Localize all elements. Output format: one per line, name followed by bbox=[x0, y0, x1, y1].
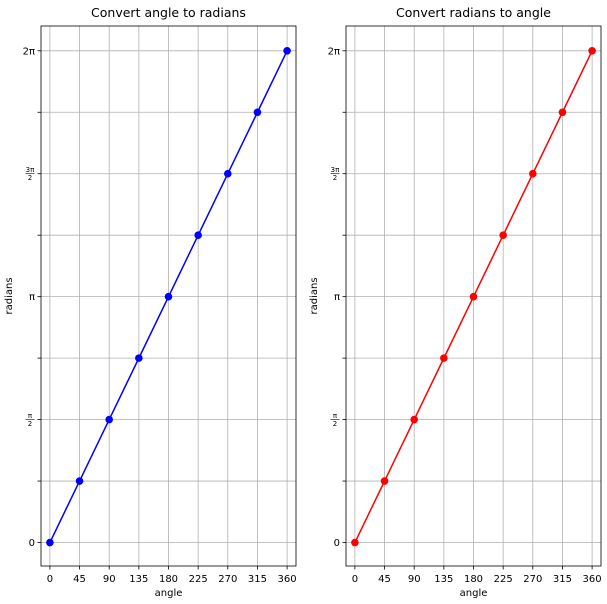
data-point bbox=[440, 354, 448, 362]
chart-title: Convert radians to angle bbox=[396, 5, 551, 20]
y-tick-numerator: π bbox=[28, 412, 33, 420]
x-tick-label: 270 bbox=[523, 574, 542, 585]
y-tick-denominator: 2 bbox=[333, 420, 337, 428]
chart-title: Convert angle to radians bbox=[91, 5, 246, 20]
y-tick-label: 0 bbox=[29, 538, 35, 549]
x-tick-label: 180 bbox=[159, 574, 178, 585]
x-tick-label: 135 bbox=[434, 574, 453, 585]
data-point bbox=[283, 46, 291, 55]
y-tick-numerator: π bbox=[333, 412, 338, 420]
data-point bbox=[253, 108, 262, 117]
x-tick-label: 360 bbox=[583, 574, 602, 585]
data-point bbox=[135, 354, 143, 362]
y-tick-denominator: 2 bbox=[333, 174, 337, 182]
data-point bbox=[194, 231, 202, 239]
y-tick-label: π bbox=[334, 292, 340, 303]
y-tick-label: π bbox=[29, 292, 35, 303]
y-tick-denominator: 2 bbox=[28, 420, 32, 428]
y-tick-fraction: π2 bbox=[330, 412, 340, 428]
y-axis-label: radians bbox=[309, 277, 320, 314]
y-tick-label: 0 bbox=[334, 538, 340, 549]
y-tick-fraction: 3π2 bbox=[330, 166, 340, 182]
y-tick-label: 2π bbox=[328, 46, 340, 57]
chart-panel-2: 0 45 90 135 180 225 270 315 3600π2π3π22πConvert … bbox=[309, 5, 602, 599]
x-tick-label: 135 bbox=[129, 574, 148, 585]
x-tick-label: 90 bbox=[103, 574, 116, 585]
chart-panel-1: 0 45 90 135 180 225 270 315 3600π2π3π22πConvert … bbox=[4, 5, 297, 599]
data-point bbox=[380, 477, 389, 485]
data-point bbox=[529, 169, 537, 178]
data-point bbox=[75, 477, 84, 485]
x-tick-label: 180 bbox=[464, 574, 483, 585]
data-point bbox=[410, 415, 418, 424]
x-axis-label: angle bbox=[460, 588, 488, 599]
data-point bbox=[588, 46, 596, 55]
data-point bbox=[224, 169, 232, 178]
y-tick-numerator: 3π bbox=[331, 166, 340, 174]
y-tick-denominator: 2 bbox=[28, 174, 32, 182]
x-axis-label: angle bbox=[155, 588, 183, 599]
x-tick-label: 270 bbox=[218, 574, 237, 585]
y-tick-numerator: 3π bbox=[26, 166, 35, 174]
data-point bbox=[351, 538, 359, 547]
y-tick-fraction: 3π2 bbox=[25, 166, 35, 182]
x-tick-label: 360 bbox=[278, 574, 297, 585]
y-axis-label: radians bbox=[4, 277, 15, 314]
x-tick-label: 315 bbox=[248, 574, 267, 585]
data-point bbox=[558, 108, 567, 117]
data-point bbox=[105, 415, 113, 424]
x-tick-label: 90 bbox=[408, 574, 421, 585]
y-tick-label: 2π bbox=[23, 46, 35, 57]
data-point bbox=[164, 292, 173, 301]
y-tick-fraction: π2 bbox=[25, 412, 35, 428]
x-tick-label: 225 bbox=[189, 574, 208, 585]
x-tick-label: 45 bbox=[378, 574, 391, 585]
x-tick-label: 315 bbox=[553, 574, 572, 585]
data-point bbox=[46, 538, 54, 547]
x-tick-label: 0 bbox=[47, 574, 53, 585]
x-tick-label: 45 bbox=[73, 574, 86, 585]
x-tick-label: 225 bbox=[494, 574, 513, 585]
data-point bbox=[499, 231, 507, 239]
x-tick-label: 0 bbox=[352, 574, 358, 585]
data-point bbox=[469, 292, 478, 301]
